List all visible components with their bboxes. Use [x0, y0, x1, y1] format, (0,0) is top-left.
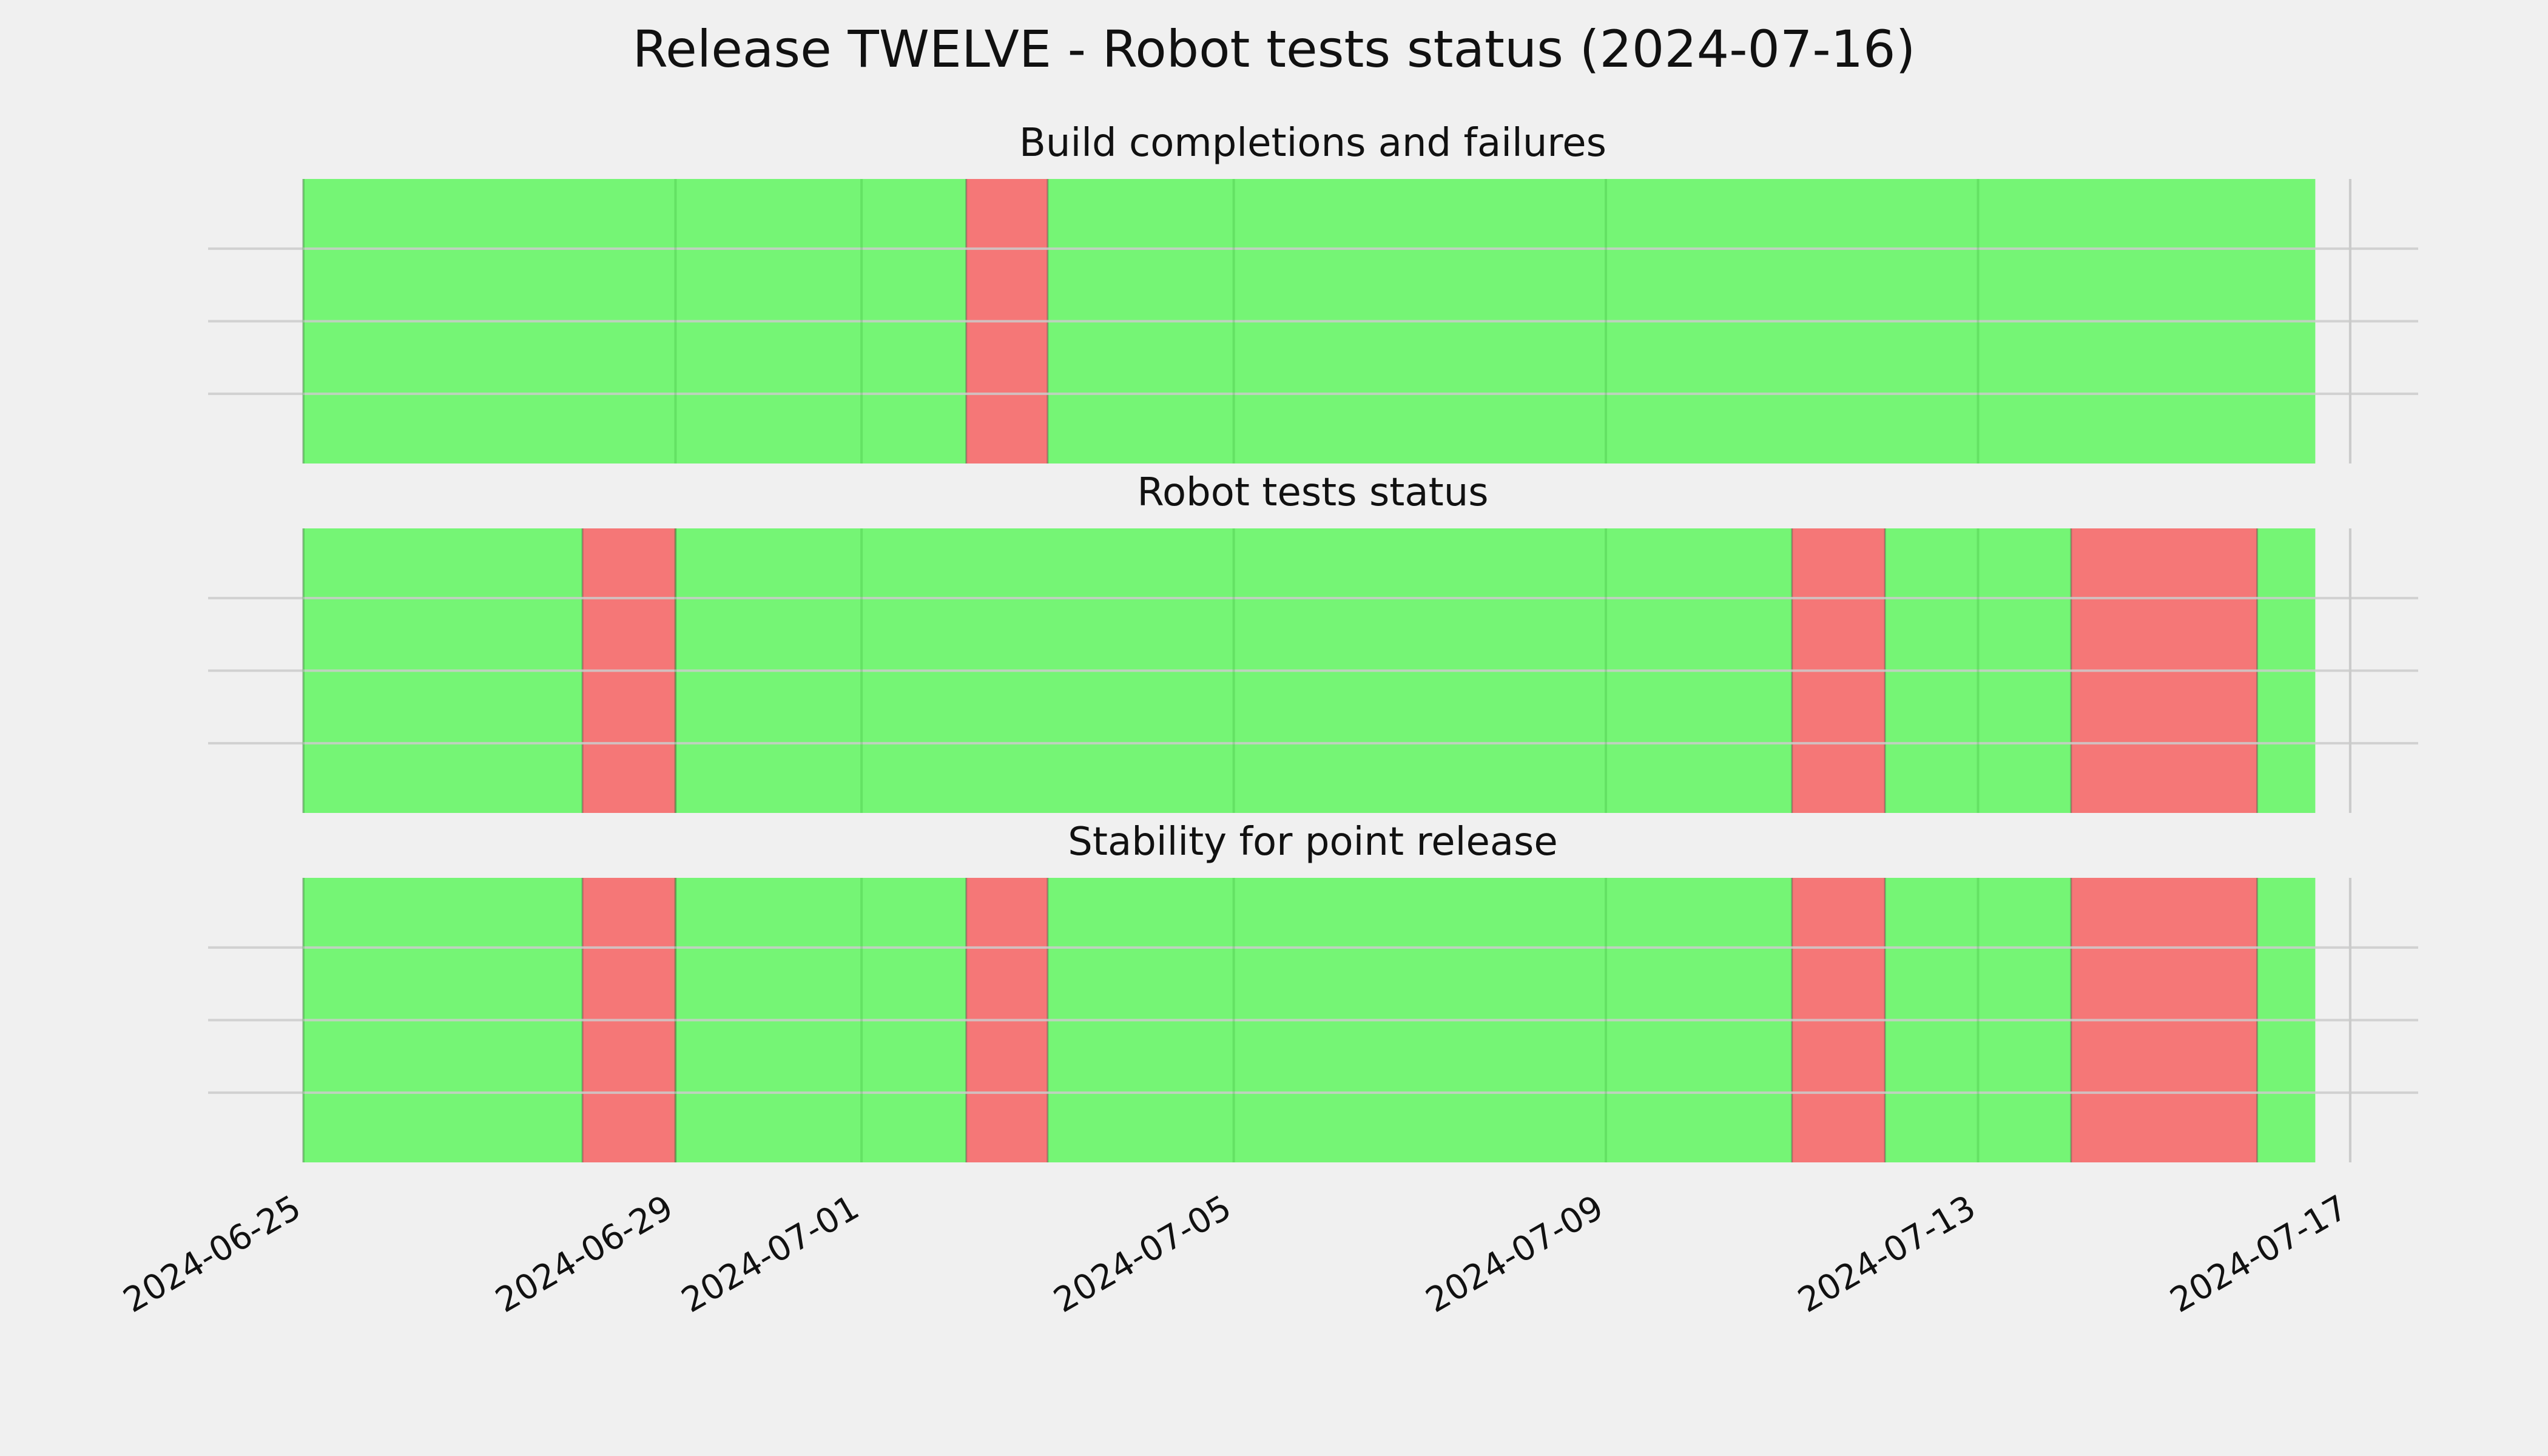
x-tick-label: 2024-07-17 — [2164, 1188, 2354, 1321]
x-tick-label: 2024-07-05 — [1047, 1188, 1238, 1321]
panel-title: Robot tests status — [1137, 470, 1488, 515]
chart-title: Release TWELVE - Robot tests status (202… — [633, 19, 1916, 79]
panel-title: Stability for point release — [1068, 820, 1558, 864]
x-tick-label: 2024-06-25 — [117, 1188, 308, 1321]
x-tick-label: 2024-06-29 — [489, 1188, 679, 1321]
panel-2: Robot tests status — [208, 470, 2418, 813]
panel-1: Build completions and failures — [208, 121, 2418, 463]
x-tick-label: 2024-07-13 — [1791, 1188, 1982, 1321]
x-tick-label: 2024-07-01 — [675, 1188, 866, 1321]
x-tick-label: 2024-07-09 — [1420, 1188, 1610, 1321]
panels: Build completions and failures Robot test… — [208, 121, 2418, 1162]
panel-title: Build completions and failures — [1019, 121, 1606, 166]
panel-3: Stability for point release — [208, 820, 2418, 1162]
